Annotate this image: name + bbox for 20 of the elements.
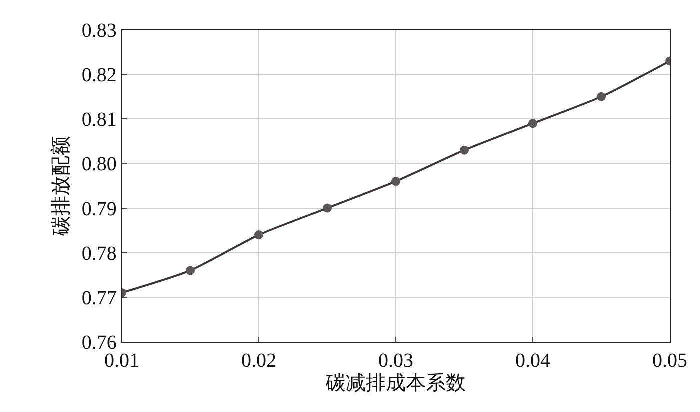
point — [528, 119, 538, 128]
y-tick-label: 0.80 — [82, 154, 117, 176]
point — [392, 177, 400, 186]
point — [254, 230, 264, 240]
y-tick-label: 0.83 — [82, 20, 117, 42]
y-tick-label: 0.82 — [82, 64, 117, 87]
x-tick-label: 0.02 — [242, 350, 276, 372]
y-tick-label: 0.79 — [82, 198, 117, 220]
x-tick-label: 0.05 — [652, 350, 688, 372]
x-tick-label: 0.04 — [516, 350, 550, 372]
y-tick-label: 0.81 — [82, 109, 117, 132]
x-axis-title: 碳减排成本系数 — [325, 372, 466, 395]
point — [460, 146, 469, 155]
point — [323, 204, 332, 213]
point — [186, 266, 195, 276]
point — [597, 92, 606, 102]
y-axis-title: 碳排放配额 — [50, 136, 72, 237]
y-tick-label: 0.78 — [82, 242, 117, 265]
x-tick-label: 0.03 — [378, 350, 414, 372]
y-tick-label: 0.77 — [82, 287, 117, 310]
